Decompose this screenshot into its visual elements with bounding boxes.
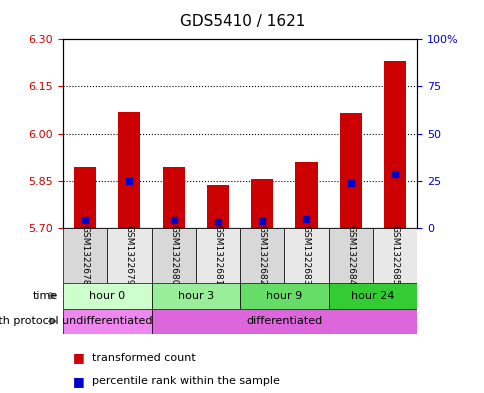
FancyBboxPatch shape (328, 228, 372, 283)
Text: hour 0: hour 0 (89, 291, 125, 301)
Text: percentile rank within the sample: percentile rank within the sample (92, 376, 279, 386)
Bar (328, 283, 416, 309)
Text: GSM1322681: GSM1322681 (213, 225, 222, 286)
Text: hour 9: hour 9 (266, 291, 302, 301)
Text: GSM1322679: GSM1322679 (125, 225, 134, 286)
Bar (240, 283, 328, 309)
FancyBboxPatch shape (151, 228, 196, 283)
Text: GDS5410 / 1621: GDS5410 / 1621 (180, 14, 304, 29)
Bar (339, 113, 361, 228)
Bar (207, 185, 228, 228)
Text: time: time (33, 291, 58, 301)
Bar (151, 309, 416, 334)
Text: GSM1322680: GSM1322680 (169, 225, 178, 286)
Text: undifferentiated: undifferentiated (62, 316, 152, 326)
Bar (74, 167, 96, 228)
Text: GSM1322685: GSM1322685 (390, 225, 399, 286)
Text: growth protocol: growth protocol (0, 316, 58, 326)
Text: ■: ■ (73, 351, 84, 364)
FancyBboxPatch shape (372, 228, 416, 283)
FancyBboxPatch shape (284, 228, 328, 283)
Bar (251, 179, 272, 228)
Text: GSM1322682: GSM1322682 (257, 225, 266, 286)
FancyBboxPatch shape (240, 228, 284, 283)
Text: GSM1322678: GSM1322678 (80, 225, 90, 286)
Text: transformed count: transformed count (92, 353, 196, 363)
Bar (151, 283, 240, 309)
FancyBboxPatch shape (63, 228, 107, 283)
Text: differentiated: differentiated (246, 316, 322, 326)
Bar (383, 61, 405, 228)
Text: hour 3: hour 3 (178, 291, 213, 301)
Text: hour 24: hour 24 (350, 291, 393, 301)
Bar (118, 112, 140, 228)
Text: GSM1322683: GSM1322683 (302, 225, 310, 286)
Bar (162, 167, 184, 228)
Text: ■: ■ (73, 375, 84, 388)
Bar (63, 309, 151, 334)
Bar (63, 283, 151, 309)
Bar (295, 162, 317, 228)
Text: GSM1322684: GSM1322684 (346, 225, 354, 286)
FancyBboxPatch shape (107, 228, 151, 283)
FancyBboxPatch shape (196, 228, 240, 283)
